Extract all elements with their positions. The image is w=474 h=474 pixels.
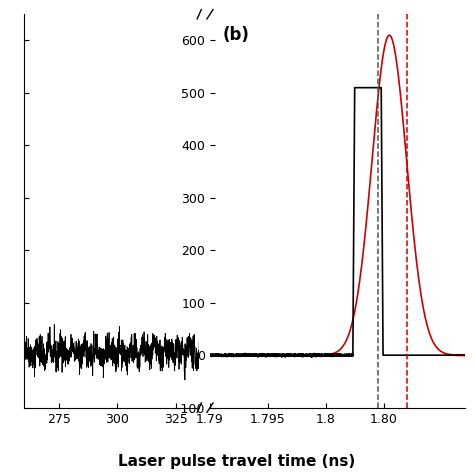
Text: (b): (b) — [223, 26, 250, 44]
Text: Laser pulse travel time (ns): Laser pulse travel time (ns) — [118, 454, 356, 469]
